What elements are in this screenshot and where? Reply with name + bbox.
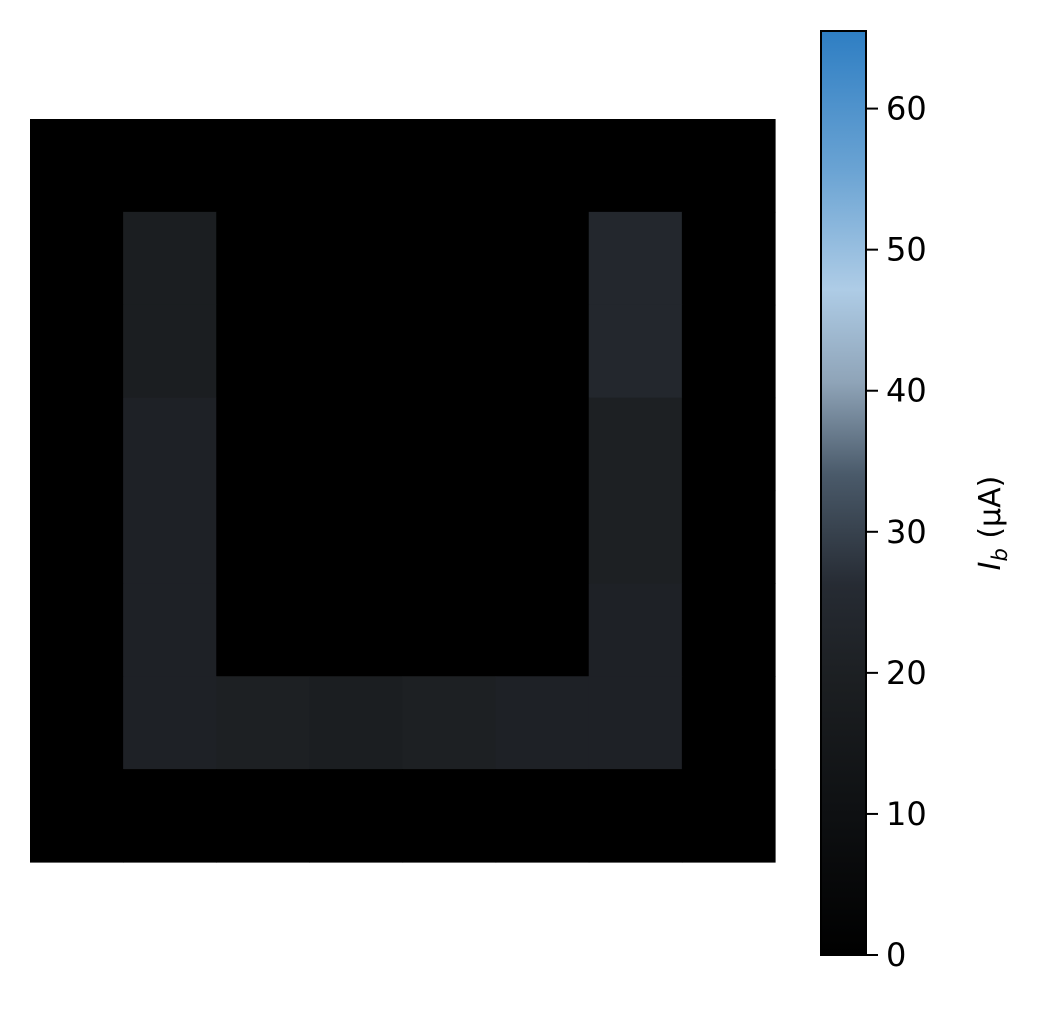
colorbar-gradient [820,30,867,956]
heatmap-cell-r7-c2 [216,769,310,863]
heatmap-cell-r1-c0 [30,211,124,306]
heatmap-cell-r1-c2 [216,211,310,306]
heatmap-cell-r1-c3 [309,211,404,306]
heatmap-cell-r1-c1 [123,211,217,306]
heatmap-cell-r4-c4 [402,490,497,584]
colorbar-label: Ib (μA) [973,476,1012,571]
heatmap-cell-r4-c7 [681,490,776,584]
heatmap-cell-r5-c4 [402,583,497,677]
heatmap-cell-r2-c1 [123,304,217,399]
colorbar-tick-label: 20 [886,654,927,692]
heatmap-cell-r3-c4 [402,397,497,492]
colorbar-tick-label: 30 [886,513,927,551]
heatmap-cell-r0-c1 [123,119,217,213]
heatmap-cell-r7-c5 [495,769,590,863]
heatmap-cell-r2-c5 [495,304,590,399]
heatmap-cell-r6-c1 [123,676,217,770]
colorbar: 0 10 20 30 40 50 60 Ib (μA) [820,30,1012,974]
heatmap-cell-r7-c4 [402,769,497,863]
colorbar-tick-label: 60 [886,90,927,128]
heatmap-cell-r1-c6 [588,211,683,306]
colorbar-label-subscript: b [988,548,1012,561]
heatmap-cell-r4-c3 [309,490,404,584]
heatmap-cell-r6-c4 [402,676,497,770]
heatmap-cell-r6-c6 [588,676,683,770]
heatmap-cell-r0-c6 [588,119,683,213]
heatmap-cell-r7-c0 [30,769,124,863]
heatmap-cell-r4-c2 [216,490,310,584]
heatmap-cell-r0-c4 [402,119,497,213]
heatmap-cell-r3-c0 [30,397,124,492]
heatmap-cell-r4-c1 [123,490,217,584]
heatmap-cell-r1-c5 [495,211,590,306]
heatmap-cell-r2-c4 [402,304,497,399]
heatmap-cell-r5-c3 [309,583,404,677]
colorbar-tick-label: 40 [886,372,927,410]
heatmap-cell-r3-c2 [216,397,310,492]
colorbar-label-unit: (μA) [973,476,1008,549]
heatmap-cell-r7-c6 [588,769,683,863]
heatmap-cell-r2-c3 [309,304,404,399]
heatmap-cell-r3-c7 [681,397,776,492]
heatmap-cell-r2-c2 [216,304,310,399]
colorbar-tick-label: 50 [886,231,927,269]
heatmap-cell-r5-c2 [216,583,310,677]
heatmap-cell-r5-c0 [30,583,124,677]
heatmap-cell-r3-c3 [309,397,404,492]
heatmap-cell-r6-c0 [30,676,124,770]
heatmap-cell-r4-c5 [495,490,590,584]
heatmap-cell-r2-c6 [588,304,683,399]
colorbar-label-symbol: I [973,561,1008,570]
heatmap-cell-r5-c7 [681,583,776,677]
colorbar-tick-label: 10 [886,795,927,833]
heatmap-cell-r7-c3 [309,769,404,863]
heatmap-cell-r3-c1 [123,397,217,492]
heatmap-cell-r5-c1 [123,583,217,677]
heatmap-cell-r3-c6 [588,397,683,492]
heatmap-grid [30,119,776,863]
heatmap-cell-r6-c3 [309,676,404,770]
heatmap-cell-r5-c5 [495,583,590,677]
heatmap-cell-r1-c7 [681,211,776,306]
heatmap-cell-r3-c5 [495,397,590,492]
heatmap-cell-r4-c6 [588,490,683,584]
heatmap-cell-r0-c3 [309,119,404,213]
heatmap-cell-r0-c5 [495,119,590,213]
colorbar-ticks: 0 10 20 30 40 50 60 [866,90,927,974]
heatmap-cell-r6-c2 [216,676,310,770]
heatmap-cell-r7-c1 [123,769,217,863]
heatmap-cell-r6-c5 [495,676,590,770]
heatmap-cell-r2-c0 [30,304,124,399]
heatmap-cell-r0-c0 [30,119,124,213]
heatmap-cell-r0-c2 [216,119,310,213]
heatmap-cell-r0-c7 [681,119,776,213]
heatmap-cell-r6-c7 [681,676,776,770]
heatmap-cell-r5-c6 [588,583,683,677]
heatmap-cell-r2-c7 [681,304,776,399]
colorbar-tick-label: 0 [886,936,906,974]
heatmap-cell-r7-c7 [681,769,776,863]
heatmap-cell-r4-c0 [30,490,124,584]
heatmap-cell-r1-c4 [402,211,497,306]
